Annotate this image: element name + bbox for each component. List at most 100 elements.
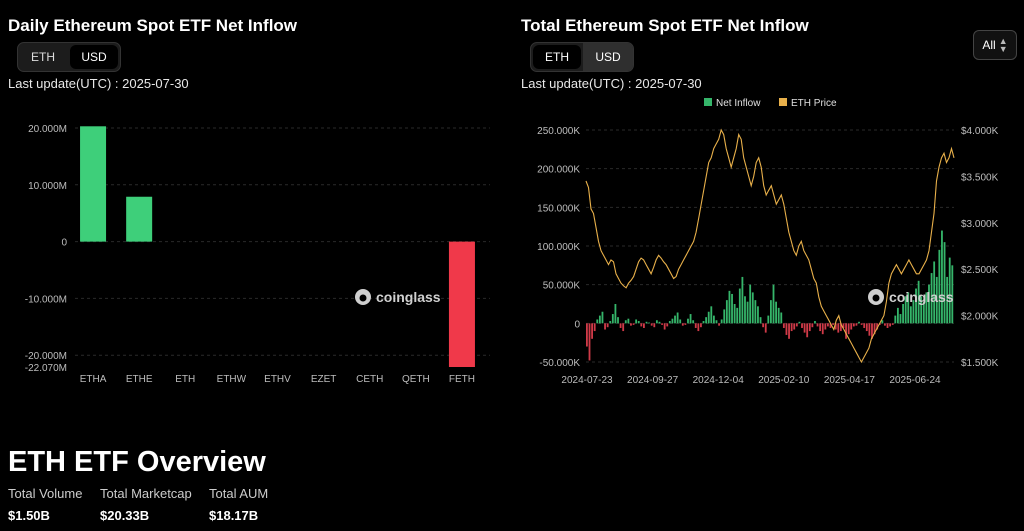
net-inflow-bar	[941, 230, 943, 324]
left-x-tick-label: CETH	[356, 374, 383, 385]
left-toggle-usd[interactable]: USD	[70, 45, 118, 69]
net-inflow-bar	[640, 323, 643, 327]
net-inflow-bar	[858, 321, 860, 324]
right-unit-toggle[interactable]: ETH USD	[530, 42, 634, 72]
net-inflow-bar	[782, 323, 785, 328]
net-inflow-bar	[834, 323, 837, 330]
net-inflow-bar	[894, 315, 897, 324]
right-chart-title: Total Ethereum Spot ETF Net Inflow	[521, 16, 809, 35]
net-inflow-bar	[754, 300, 757, 324]
net-inflow-bar	[650, 323, 653, 326]
net-inflow-bar	[671, 318, 674, 324]
net-inflow-bar	[648, 322, 651, 324]
legend-label-net-inflow: Net Inflow	[716, 98, 761, 109]
net-inflow-bar	[873, 323, 876, 335]
net-inflow-bar	[658, 321, 661, 324]
net-inflow-bar	[850, 323, 853, 330]
net-inflow-bar	[951, 265, 954, 324]
net-inflow-bar	[930, 273, 933, 324]
net-inflow-bar	[909, 306, 912, 324]
net-inflow-bar	[746, 301, 749, 324]
net-inflow-bar	[661, 323, 663, 325]
net-inflow-bar	[814, 321, 816, 324]
net-inflow-bar	[668, 321, 671, 324]
net-inflow-bar	[728, 290, 731, 324]
range-select[interactable]: All ▲ ▼	[973, 30, 1017, 60]
left-x-tick-label: ETHV	[264, 374, 291, 385]
net-inflow-bar	[876, 323, 879, 330]
net-inflow-bar	[889, 323, 892, 327]
right-toggle-eth[interactable]: ETH	[533, 45, 581, 69]
net-inflow-bar	[614, 304, 617, 324]
net-inflow-bar	[795, 323, 798, 327]
right-x-tick-label: 2025-04-17	[824, 375, 876, 386]
net-inflow-bar	[749, 284, 752, 324]
net-inflow-bar	[943, 242, 946, 324]
chevron-updown-icon: ▲ ▼	[998, 36, 1008, 54]
stat-label-marketcap: Total Marketcap	[100, 486, 192, 501]
net-inflow-bar	[829, 323, 832, 328]
right-toggle-usd[interactable]: USD	[583, 43, 633, 71]
net-inflow-bar	[598, 315, 601, 324]
left-x-tick-label: ETHA	[80, 374, 107, 385]
right-combo-chart: Net Inflow ETH Price 250.000K 200.000K 150.0…	[537, 98, 999, 386]
coinglass-logo-icon-inner	[872, 294, 880, 302]
net-inflow-bar	[767, 315, 770, 324]
net-inflow-bar	[744, 296, 746, 324]
net-inflow-bar	[935, 276, 938, 324]
net-inflow-bar	[793, 323, 796, 330]
net-inflow-bar	[764, 323, 767, 333]
left-toggle-eth[interactable]: ETH	[31, 50, 55, 64]
net-inflow-bar	[801, 323, 803, 328]
net-inflow-bar	[684, 323, 687, 325]
net-inflow-bar	[733, 304, 736, 324]
net-inflow-bar	[593, 323, 596, 332]
left-bar-chart: 20.000M 10.000M 0 -10.000M -20.000M-22.070M E…	[25, 124, 490, 385]
net-inflow-bar	[617, 317, 619, 324]
left-bar-etha	[80, 126, 107, 242]
net-inflow-bar	[637, 321, 640, 324]
right-x-tick-label: 2024-09-27	[627, 375, 679, 386]
right-y-right-tick-label: $3.000K	[961, 219, 999, 230]
net-inflow-bar	[604, 323, 606, 330]
left-unit-toggle[interactable]: ETH USD	[17, 42, 121, 72]
legend-swatch-net-inflow	[704, 98, 712, 106]
overview-title: ETH ETF Overview	[8, 446, 266, 478]
right-y-left-tick-label: 50.000K	[543, 281, 581, 292]
net-inflow-bar	[788, 323, 790, 339]
net-inflow-bar	[871, 323, 873, 339]
net-inflow-bar	[933, 261, 936, 324]
net-inflow-bar	[925, 292, 928, 324]
right-x-tick-label: 2025-06-24	[889, 375, 941, 386]
net-inflow-bar	[917, 280, 920, 324]
net-inflow-bar	[731, 293, 733, 324]
net-inflow-bar	[845, 323, 847, 339]
net-inflow-bar	[884, 323, 886, 326]
right-x-tick-label: 2025-02-10	[758, 375, 810, 386]
net-inflow-bar	[847, 323, 850, 335]
net-inflow-bar	[725, 300, 728, 324]
net-inflow-bar	[751, 292, 754, 324]
left-last-update: Last update(UTC) : 2025-07-30	[8, 76, 189, 91]
net-inflow-bar	[624, 320, 627, 324]
right-x-tick-label: 2024-12-04	[693, 375, 745, 386]
stat-label-aum: Total AUM	[209, 486, 269, 501]
net-inflow-bar	[775, 301, 777, 324]
left-y-tick-label: 20.000M	[28, 124, 67, 135]
left-y-tick-label: -20.000M	[25, 351, 67, 362]
coinglass-watermark: coinglass	[355, 289, 441, 305]
net-inflow-bar	[591, 323, 593, 339]
net-inflow-bar	[712, 315, 715, 324]
net-inflow-bar	[920, 296, 923, 324]
right-y-right-tick-label: $4.000K	[961, 126, 999, 137]
net-inflow-bar	[601, 311, 604, 324]
net-inflow-bar	[689, 314, 692, 324]
net-inflow-bar	[902, 304, 904, 324]
net-inflow-bar	[837, 323, 840, 333]
coinglass-watermark-text: coinglass	[889, 289, 954, 305]
net-inflow-bar	[741, 276, 744, 324]
net-inflow-bar	[948, 257, 951, 324]
net-inflow-bar	[596, 319, 599, 324]
net-inflow-bar	[915, 288, 917, 324]
coinglass-logo-icon-inner	[359, 294, 367, 302]
